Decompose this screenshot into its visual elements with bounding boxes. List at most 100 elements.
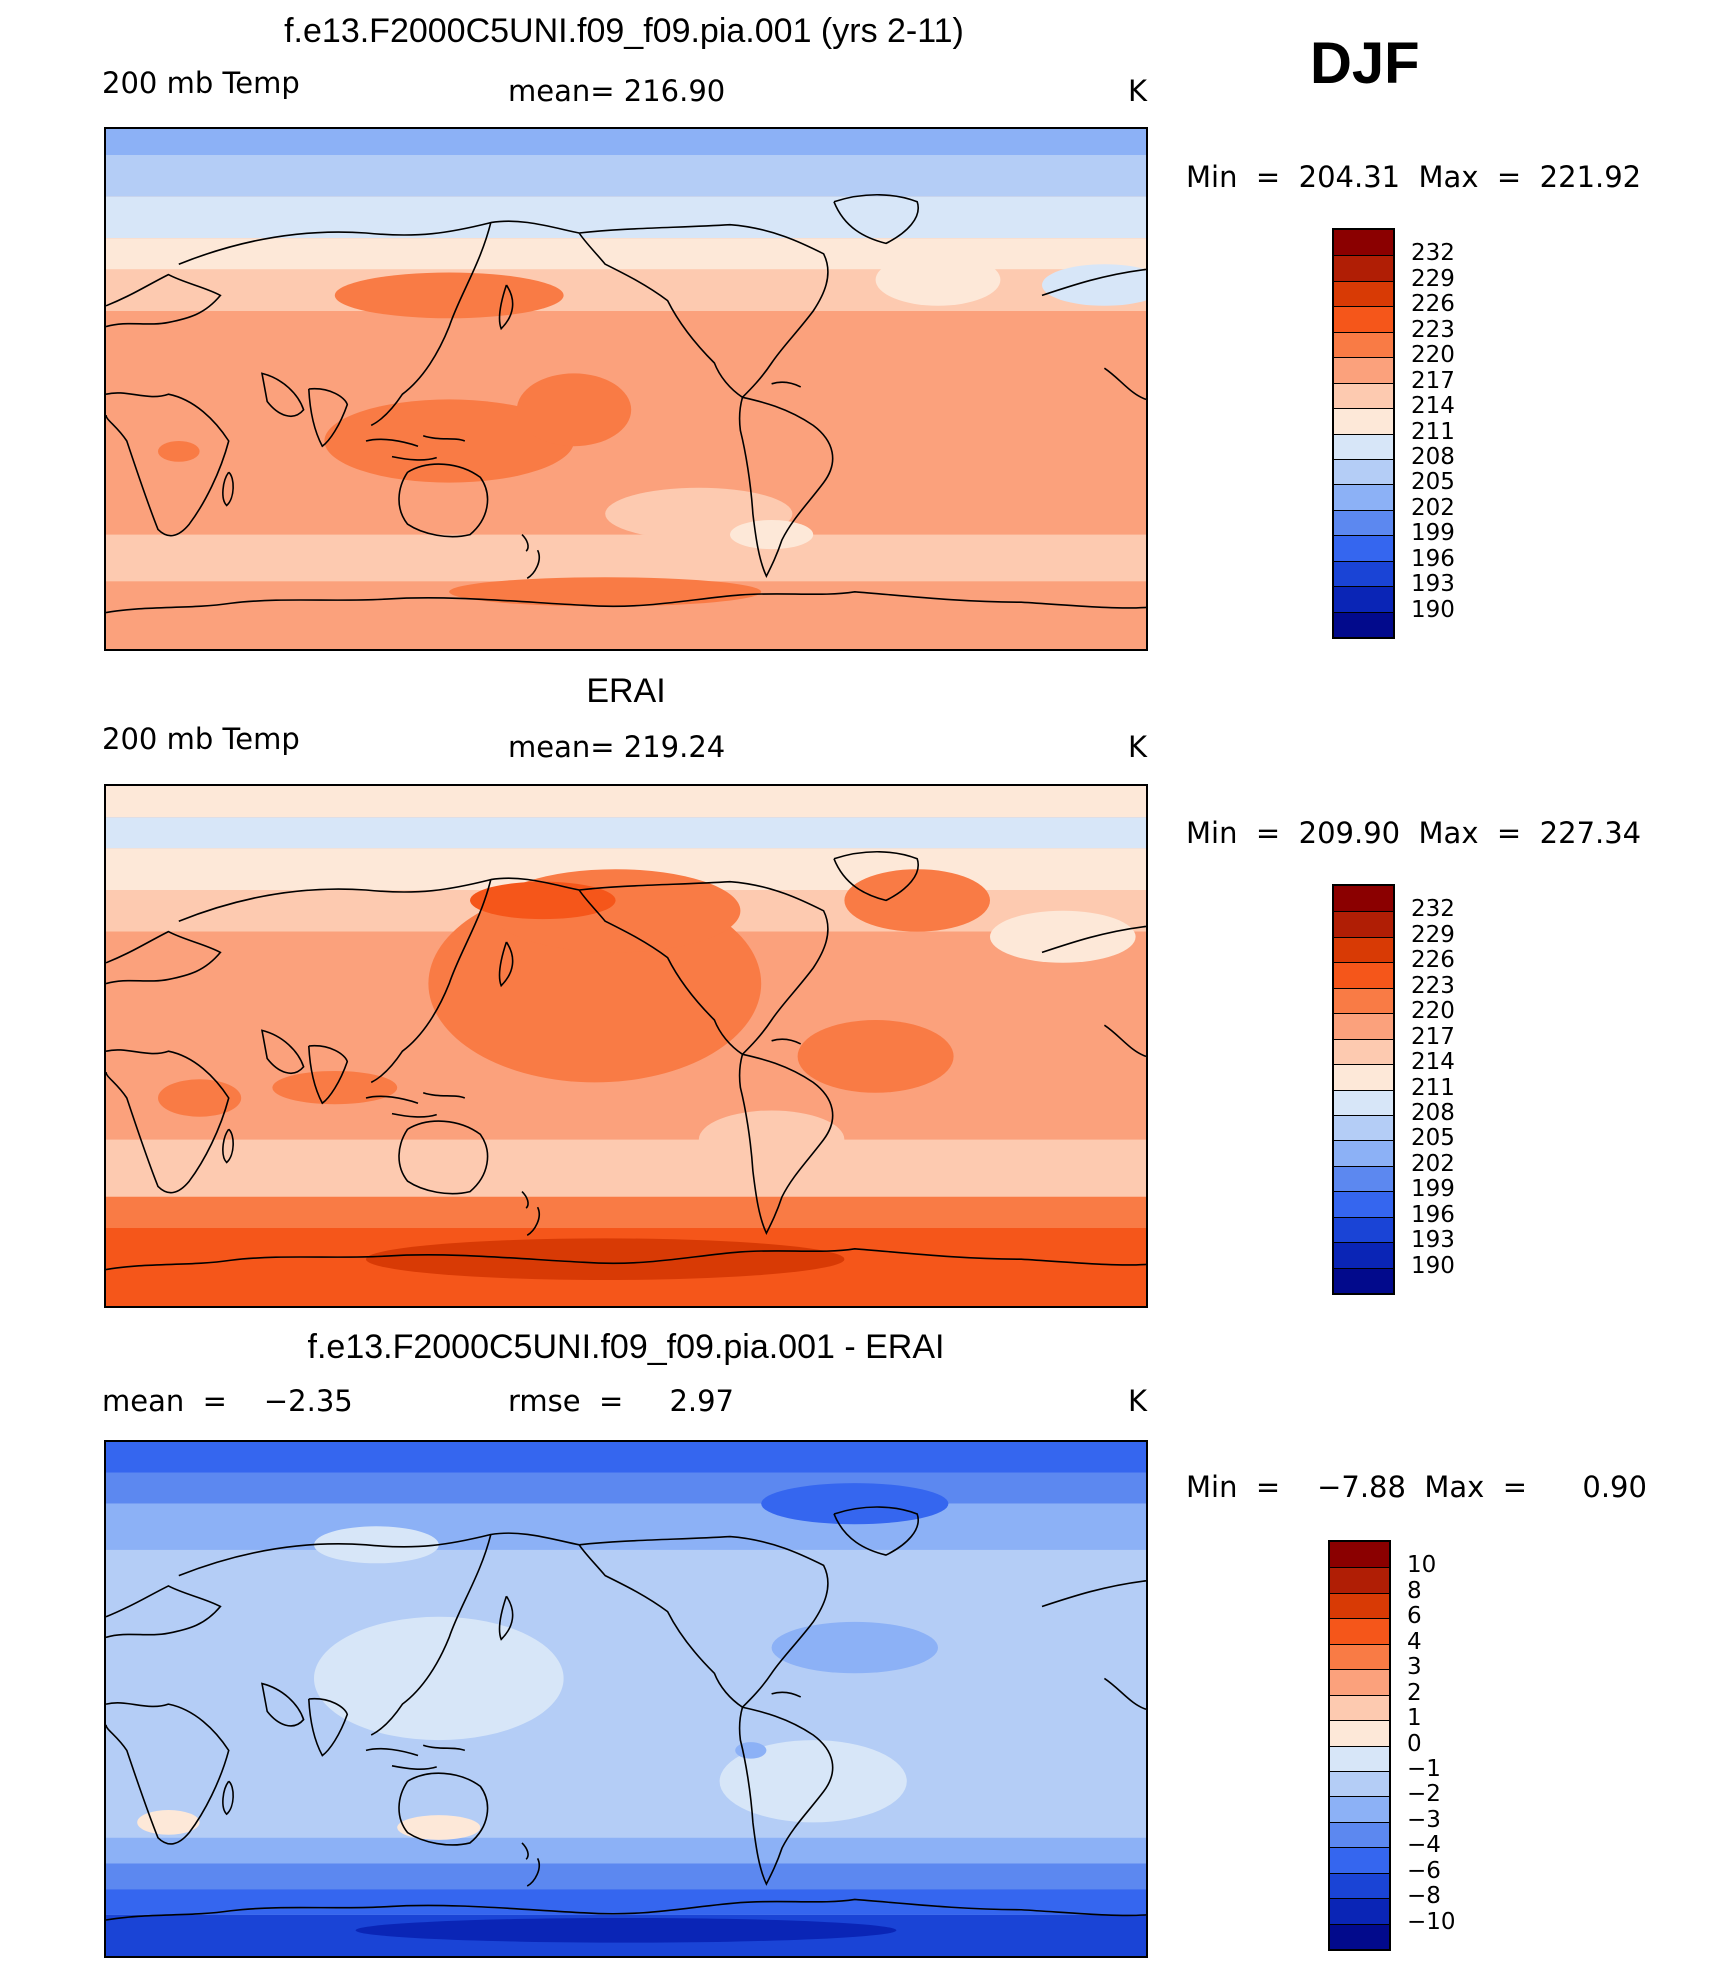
colorbar-swatch [1330, 1720, 1389, 1746]
colorbar-tick-label: 226 [1411, 291, 1455, 318]
coastline [772, 1692, 801, 1697]
contour-band [106, 129, 1146, 155]
contour-region [875, 253, 1001, 306]
coastline [179, 878, 579, 921]
colorbar-swatch [1334, 382, 1393, 409]
coastline [366, 1093, 465, 1117]
colorbar-tick-label: 202 [1411, 494, 1455, 521]
coastline [371, 880, 491, 1083]
colorbar-tick-label: 214 [1411, 393, 1455, 420]
contour-region [698, 1110, 845, 1169]
colorbar-swatch [1334, 1216, 1393, 1243]
coastline [522, 1843, 539, 1886]
colorbar-tick-label: 223 [1411, 316, 1455, 343]
coastline [106, 1050, 229, 1193]
colorbar-swatch [1334, 911, 1393, 937]
colorbar-tick-label: 2 [1407, 1679, 1422, 1706]
colorbar-swatch [1334, 535, 1393, 561]
map-canvas [106, 1442, 1146, 1956]
coastline [772, 1039, 801, 1044]
panel-3-rmse-label: rmse = 2.97 [508, 1384, 735, 1418]
colorbar-swatch [1334, 255, 1393, 281]
colorbar-swatch [1334, 1165, 1393, 1192]
colorbar-swatch [1330, 1542, 1389, 1568]
season-label: DJF [1310, 31, 1420, 96]
colorbar-tick-label: 3 [1407, 1654, 1422, 1681]
coastline [740, 1054, 833, 1233]
panel-1-units: K [1128, 74, 1148, 108]
colorbar-tick-label: 199 [1411, 1176, 1455, 1203]
coastline [500, 942, 513, 986]
colorbar-swatch [1334, 1013, 1393, 1039]
colorbar-tick-label: 196 [1411, 545, 1455, 572]
colorbar-swatch [1334, 280, 1393, 307]
contour-region [797, 1020, 954, 1093]
colorbar-swatch [1334, 1242, 1393, 1268]
contour-region [397, 1815, 481, 1840]
contour-region [844, 869, 990, 932]
colorbar-tick-label: 211 [1411, 418, 1455, 445]
coastline [366, 436, 465, 460]
colorbar-swatch [1330, 1745, 1389, 1771]
colorbar-swatch [1334, 560, 1393, 587]
coastline [223, 1781, 233, 1814]
coastline [179, 1533, 579, 1576]
coastline [740, 397, 833, 576]
model-temperature-map [104, 127, 1148, 651]
colorbar-tick-label: 217 [1411, 367, 1455, 394]
colorbar-tick-label: 229 [1411, 265, 1455, 292]
colorbar-swatch [1330, 1669, 1389, 1695]
colorbar-swatch [1334, 1140, 1393, 1166]
contour-region [1042, 264, 1146, 306]
map-canvas [106, 786, 1146, 1306]
colorbar-tick-label: 223 [1411, 972, 1455, 999]
contour-band [106, 1503, 1146, 1550]
contour-region [771, 1621, 938, 1674]
colorbar-swatch [1334, 458, 1393, 485]
coastline [371, 223, 491, 426]
coastline [106, 592, 1146, 613]
colorbar-swatch [1334, 331, 1393, 358]
colorbar-swatch [1334, 509, 1393, 536]
coastline [834, 195, 918, 244]
coastline [772, 382, 801, 387]
panel-2-title: ERAI [586, 672, 666, 710]
colorbar-tick-label: 193 [1411, 1227, 1455, 1254]
coastline [309, 1046, 347, 1103]
colorbar-tick-label: 6 [1407, 1603, 1422, 1630]
coastline [399, 1121, 488, 1194]
colorbar-swatch [1334, 408, 1393, 434]
panel-2-colorbar [1332, 884, 1395, 1295]
coastline [500, 285, 513, 329]
panel-1-mean-label: mean= 216.90 [508, 74, 726, 108]
colorbar-tick-label: −8 [1407, 1883, 1441, 1910]
panel-2-minmax: Min = 209.90 Max = 227.34 [1186, 816, 1642, 850]
coastline [371, 1535, 491, 1735]
difference-map [104, 1440, 1148, 1958]
coastline [106, 1249, 1146, 1270]
contour-region [516, 373, 632, 447]
colorbar-tick-label: 205 [1411, 1125, 1455, 1152]
colorbar-tick-label: 199 [1411, 520, 1455, 547]
coastline [1104, 1678, 1146, 1709]
panel-2-variable-label: 200 mb Temp [102, 722, 300, 756]
panel-1-colorbar [1332, 228, 1395, 639]
contour-region [355, 1917, 897, 1943]
coastline [223, 472, 233, 505]
colorbar-tick-label: 4 [1407, 1628, 1422, 1655]
colorbar-swatch [1330, 1872, 1389, 1899]
panel-3-colorbar [1328, 1540, 1391, 1951]
contour-band [106, 817, 1146, 849]
contour-region [761, 1483, 949, 1525]
colorbar-swatch [1330, 1567, 1389, 1593]
contour-region [990, 910, 1136, 963]
contour-region [964, 850, 1068, 888]
colorbar-swatch [1330, 1592, 1389, 1619]
colorbar-tick-label: 214 [1411, 1049, 1455, 1076]
colorbar-tick-label: 220 [1411, 998, 1455, 1025]
coastline [1042, 1581, 1146, 1607]
colorbar-tick-label: 232 [1411, 896, 1455, 923]
contour-band [106, 196, 1146, 239]
colorbar-tick-label: 8 [1407, 1577, 1422, 1604]
contour-band [106, 1442, 1146, 1473]
